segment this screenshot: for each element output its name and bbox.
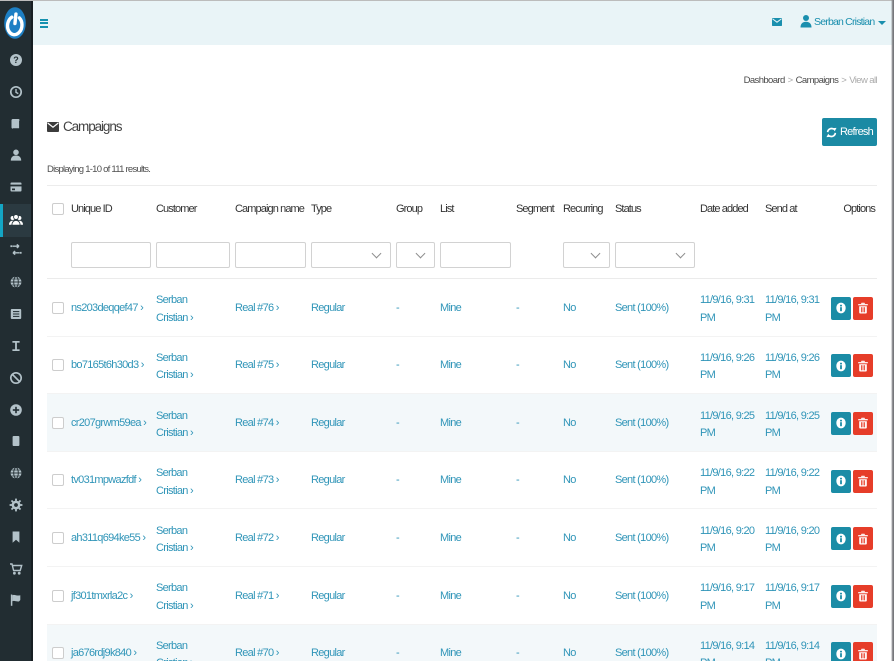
- svg-text:?: ?: [13, 55, 19, 65]
